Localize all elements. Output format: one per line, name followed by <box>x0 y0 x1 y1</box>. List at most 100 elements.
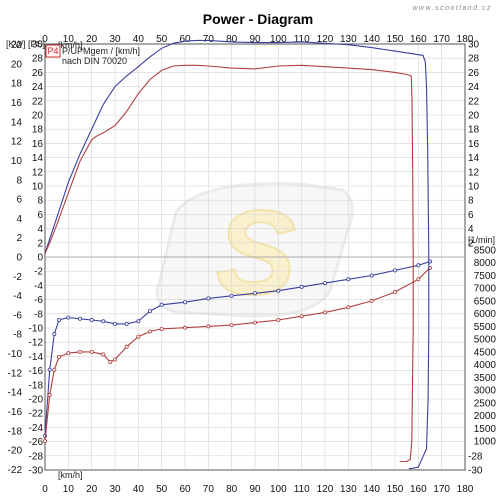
x-tick-label-bottom: 140 <box>363 484 380 495</box>
kw-tick-label: -12 <box>8 368 23 379</box>
x-tick-label-bottom: 100 <box>270 484 287 495</box>
x-tick-label-top: 150 <box>387 34 404 45</box>
kw-tick-label: 0 <box>16 253 22 264</box>
y-right-rpm-unit: [1/min] <box>468 235 495 245</box>
kw-tick-label: 14 <box>11 117 23 128</box>
series-layer <box>43 39 432 470</box>
x-tick-label-top: 10 <box>63 34 75 45</box>
kw-tick-label: -22 <box>8 465 23 476</box>
ps-tick-label-left: -26 <box>29 437 44 448</box>
kw-tick-label: -18 <box>8 426 23 437</box>
data-point-blue <box>322 281 327 286</box>
data-point-blue <box>47 367 52 372</box>
ps-tick-label-left: -22 <box>29 409 44 420</box>
ps-tick-label-left: 20 <box>32 111 44 122</box>
ps-tick-label-right: 20 <box>468 111 480 122</box>
data-point-blue <box>369 273 374 278</box>
rpm-tick-label: 4000 <box>474 360 497 371</box>
ps-tick-label-left: -20 <box>29 395 44 406</box>
kw-tick-label: 6 <box>16 195 22 206</box>
kw-tick-label: 20 <box>11 59 23 70</box>
data-point-blue <box>113 321 118 326</box>
rpm-tick-label: 6000 <box>474 309 497 320</box>
kw-tick-label: -8 <box>13 330 22 341</box>
data-point-red <box>369 298 374 303</box>
data-point-red <box>182 325 187 330</box>
ps-tick-label-left: 2 <box>37 238 43 249</box>
data-point-blue <box>276 288 281 293</box>
series-line-red-ps <box>44 64 412 254</box>
data-point-red <box>299 314 304 319</box>
kw-tick-label: -6 <box>13 310 22 321</box>
x-tick-label-top: 180 <box>457 34 474 45</box>
rpm-tick-label: 2000 <box>474 411 497 422</box>
x-tick-label-bottom: 30 <box>109 484 121 495</box>
x-tick-label-top: 120 <box>317 34 334 45</box>
chart-title: Power - Diagram <box>203 11 313 27</box>
ps-tick-label-left: 10 <box>32 182 44 193</box>
ps-tick-label-left: 6 <box>37 210 43 221</box>
kw-tick-label: 18 <box>11 79 23 90</box>
data-point-blue <box>229 293 234 298</box>
ps-tick-label-left: 4 <box>37 224 43 235</box>
x-tick-label-bottom: 20 <box>86 484 98 495</box>
data-point-blue <box>299 284 304 289</box>
ps-tick-label-left: -14 <box>29 352 44 363</box>
kw-tick-label: -20 <box>8 446 23 457</box>
rpm-tick-label: 1000 <box>474 437 497 448</box>
ps-tick-label-right: -30 <box>468 466 483 477</box>
scootland-logo-watermark: S <box>155 182 354 321</box>
x-tick-label-bottom: 170 <box>433 484 450 495</box>
series-line-blue-ps <box>409 61 430 470</box>
data-point-blue <box>57 318 62 323</box>
kw-tick-label: 22 <box>11 40 23 51</box>
ps-tick-label-left: 8 <box>37 196 43 207</box>
x-tick-label-top: 40 <box>133 34 145 45</box>
axis-ticks: 0010102020303040405050606070708080909010… <box>8 34 497 495</box>
ps-tick-label-left: -2 <box>34 267 43 278</box>
x-tick-label-top: 170 <box>433 34 450 45</box>
ps-tick-label-left: -28 <box>29 451 44 462</box>
legend-line-1: P/UPMgem / [km/h] <box>62 46 140 56</box>
data-point-blue <box>89 318 94 323</box>
x-tick-label-top: 20 <box>86 34 98 45</box>
x-tick-label-top: 60 <box>179 34 191 45</box>
data-point-blue <box>252 291 257 296</box>
x-tick-label-top: 160 <box>410 34 427 45</box>
ps-tick-label-left: -4 <box>34 281 43 292</box>
legend: P4 P/UPMgem / [km/h] nach DIN 70020 <box>45 44 140 66</box>
x-tick-label-bottom: 150 <box>387 484 404 495</box>
rpm-tick-label: 4500 <box>474 347 497 358</box>
x-tick-label-bottom: 70 <box>203 484 215 495</box>
data-point-blue <box>52 332 57 337</box>
x-tick-label-bottom: 50 <box>156 484 168 495</box>
rpm-tick-label: 3000 <box>474 386 497 397</box>
ps-tick-label-right: 6 <box>468 210 474 221</box>
rpm-tick-label: 5500 <box>474 322 497 333</box>
data-point-blue <box>78 316 83 321</box>
rpm-tick-label: 7500 <box>474 271 497 282</box>
ps-tick-label-left: -12 <box>29 338 44 349</box>
x-tick-label-top: 50 <box>156 34 168 45</box>
data-point-red <box>147 329 152 334</box>
data-point-red <box>47 393 52 398</box>
ps-tick-label-right: 22 <box>468 96 480 107</box>
rpm-tick-label: 3500 <box>474 373 497 384</box>
x-tick-label-bottom: 130 <box>340 484 357 495</box>
legend-line-2: nach DIN 70020 <box>62 56 127 66</box>
ps-tick-label-right: 2 <box>468 238 474 249</box>
rpm-tick-label: 8000 <box>474 258 497 269</box>
ps-tick-label-right: 24 <box>468 82 480 93</box>
x-tick-label-top: 90 <box>249 34 261 45</box>
data-point-red <box>206 324 211 329</box>
kw-tick-label: 8 <box>16 175 22 186</box>
data-point-red <box>322 310 327 315</box>
data-point-red <box>78 349 83 354</box>
x-tick-label-top: 140 <box>363 34 380 45</box>
x-tick-label-bottom: 110 <box>294 484 310 495</box>
data-point-blue <box>147 309 152 314</box>
ps-tick-label-left: -8 <box>34 309 43 320</box>
ps-tick-label-left: -24 <box>29 423 44 434</box>
x-tick-label-top: 30 <box>109 34 121 45</box>
